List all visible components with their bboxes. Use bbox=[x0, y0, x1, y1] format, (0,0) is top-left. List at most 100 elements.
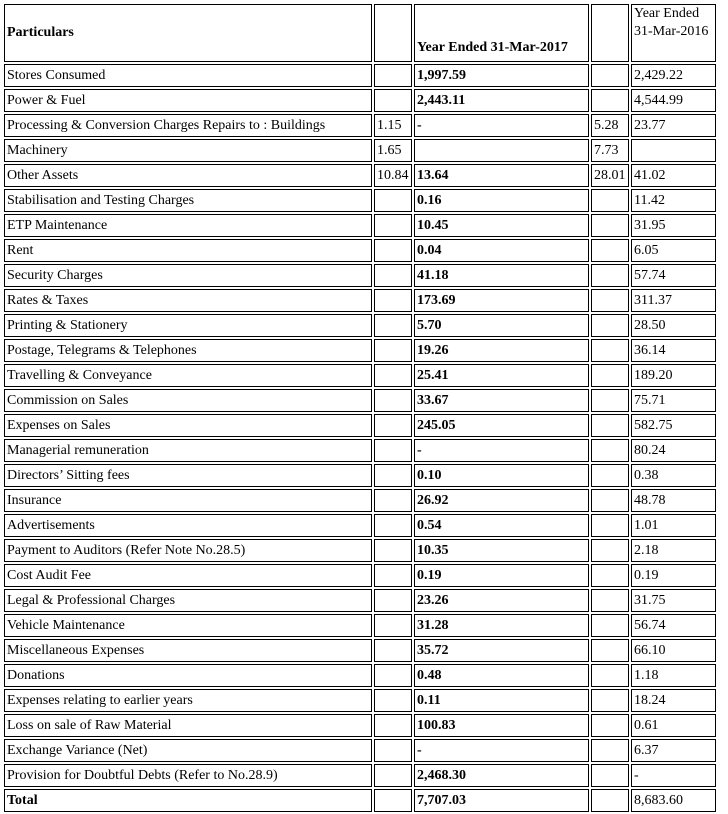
row-subvalue-2016 bbox=[591, 89, 629, 112]
row-value-2016: 189.20 bbox=[631, 364, 716, 387]
row-value-2017: 33.67 bbox=[414, 389, 589, 412]
row-subvalue-2017 bbox=[374, 189, 412, 212]
row-value-2016: 41.02 bbox=[631, 164, 716, 187]
row-value-2016: 75.71 bbox=[631, 389, 716, 412]
row-subvalue-2017 bbox=[374, 64, 412, 87]
row-subvalue-2016 bbox=[591, 689, 629, 712]
table-row: Cost Audit Fee 0.19 0.19 bbox=[4, 564, 716, 587]
row-subvalue-2016 bbox=[591, 789, 629, 812]
row-subvalue-2017 bbox=[374, 239, 412, 262]
row-value-2017: 31.28 bbox=[414, 614, 589, 637]
row-value-2017: 10.45 bbox=[414, 214, 589, 237]
row-value-2017: 100.83 bbox=[414, 714, 589, 737]
table-row: Expenses on Sales 245.05 582.75 bbox=[4, 414, 716, 437]
row-label: Stabilisation and Testing Charges bbox=[4, 189, 372, 212]
row-subvalue-2016 bbox=[591, 364, 629, 387]
row-subvalue-2017 bbox=[374, 789, 412, 812]
table-row: Travelling & Conveyance 25.41 189.20 bbox=[4, 364, 716, 387]
header-year-2017: Year Ended 31-Mar-2017 bbox=[414, 4, 589, 62]
row-value-2016: - bbox=[631, 764, 716, 787]
total-row: Total 7,707.03 8,683.60 bbox=[4, 789, 716, 812]
row-subvalue-2017 bbox=[374, 489, 412, 512]
row-subvalue-2016 bbox=[591, 214, 629, 237]
row-value-2016: 56.74 bbox=[631, 614, 716, 637]
table-row: Commission on Sales 33.67 75.71 bbox=[4, 389, 716, 412]
table-row: Power & Fuel 2,443.11 4,544.99 bbox=[4, 89, 716, 112]
row-subvalue-2017 bbox=[374, 614, 412, 637]
row-subvalue-2016 bbox=[591, 289, 629, 312]
row-subvalue-2016: 7.73 bbox=[591, 139, 629, 162]
row-subvalue-2016: 28.01 bbox=[591, 164, 629, 187]
row-value-2016: 0.38 bbox=[631, 464, 716, 487]
row-value-2017: 1,997.59 bbox=[414, 64, 589, 87]
row-subvalue-2017 bbox=[374, 289, 412, 312]
row-value-2016: 6.05 bbox=[631, 239, 716, 262]
row-value-2016: 23.77 bbox=[631, 114, 716, 137]
row-label: Other Assets bbox=[4, 164, 372, 187]
row-label: Postage, Telegrams & Telephones bbox=[4, 339, 372, 362]
row-value-2017: 35.72 bbox=[414, 639, 589, 662]
row-subvalue-2017 bbox=[374, 364, 412, 387]
table-row: Legal & Professional Charges 23.26 31.75 bbox=[4, 589, 716, 612]
row-label: Insurance bbox=[4, 489, 372, 512]
row-subvalue-2016 bbox=[591, 739, 629, 762]
header-particulars: Particulars bbox=[4, 4, 372, 62]
row-label: Donations bbox=[4, 664, 372, 687]
table-row: Miscellaneous Expenses 35.72 66.10 bbox=[4, 639, 716, 662]
row-subvalue-2016 bbox=[591, 439, 629, 462]
row-label: Provision for Doubtful Debts (Refer to N… bbox=[4, 764, 372, 787]
row-value-2017: 0.54 bbox=[414, 514, 589, 537]
row-label: Managerial remuneration bbox=[4, 439, 372, 462]
row-value-2017: 5.70 bbox=[414, 314, 589, 337]
row-subvalue-2017 bbox=[374, 414, 412, 437]
row-label: Travelling & Conveyance bbox=[4, 364, 372, 387]
header-year-2016-line1: Year Ended bbox=[634, 6, 700, 21]
row-value-2016: 28.50 bbox=[631, 314, 716, 337]
row-value-2016: 582.75 bbox=[631, 414, 716, 437]
row-subvalue-2016 bbox=[591, 64, 629, 87]
row-value-2017: 245.05 bbox=[414, 414, 589, 437]
row-label: Security Charges bbox=[4, 264, 372, 287]
row-subvalue-2017 bbox=[374, 439, 412, 462]
row-subvalue-2017 bbox=[374, 264, 412, 287]
table-row: Rates & Taxes 173.69 311.37 bbox=[4, 289, 716, 312]
row-value-2017: 0.16 bbox=[414, 189, 589, 212]
row-subvalue-2016 bbox=[591, 389, 629, 412]
row-label: Power & Fuel bbox=[4, 89, 372, 112]
row-value-2016: 31.75 bbox=[631, 589, 716, 612]
row-value-2016: 1.18 bbox=[631, 664, 716, 687]
row-value-2016: 6.37 bbox=[631, 739, 716, 762]
row-label: Printing & Stationery bbox=[4, 314, 372, 337]
table-row: Provision for Doubtful Debts (Refer to N… bbox=[4, 764, 716, 787]
row-subvalue-2017: 1.15 bbox=[374, 114, 412, 137]
row-label: ETP Maintenance bbox=[4, 214, 372, 237]
row-subvalue-2016 bbox=[591, 764, 629, 787]
row-value-2017: 19.26 bbox=[414, 339, 589, 362]
row-subvalue-2016 bbox=[591, 264, 629, 287]
row-subvalue-2017 bbox=[374, 89, 412, 112]
table-row: Stores Consumed 1,997.59 2,429.22 bbox=[4, 64, 716, 87]
header-subcol-2016 bbox=[591, 4, 629, 62]
row-subvalue-2016 bbox=[591, 414, 629, 437]
row-subvalue-2017: 10.84 bbox=[374, 164, 412, 187]
row-value-2016: 11.42 bbox=[631, 189, 716, 212]
row-subvalue-2016 bbox=[591, 239, 629, 262]
table-row: Advertisements 0.54 1.01 bbox=[4, 514, 716, 537]
row-value-2017: 23.26 bbox=[414, 589, 589, 612]
row-subvalue-2017 bbox=[374, 564, 412, 587]
row-label: Directors’ Sitting fees bbox=[4, 464, 372, 487]
table-row: Managerial remuneration - 80.24 bbox=[4, 439, 716, 462]
row-value-2016: 0.19 bbox=[631, 564, 716, 587]
row-label: Machinery bbox=[4, 139, 372, 162]
row-label: Cost Audit Fee bbox=[4, 564, 372, 587]
row-subvalue-2016 bbox=[591, 489, 629, 512]
table-row: Security Charges 41.18 57.74 bbox=[4, 264, 716, 287]
row-subvalue-2016 bbox=[591, 664, 629, 687]
row-value-2017: - bbox=[414, 739, 589, 762]
row-value-2017: 25.41 bbox=[414, 364, 589, 387]
table-row: Exchange Variance (Net) - 6.37 bbox=[4, 739, 716, 762]
row-value-2017: 0.10 bbox=[414, 464, 589, 487]
row-value-2016: 8,683.60 bbox=[631, 789, 716, 812]
table-row: Other Assets 10.84 13.64 28.01 41.02 bbox=[4, 164, 716, 187]
